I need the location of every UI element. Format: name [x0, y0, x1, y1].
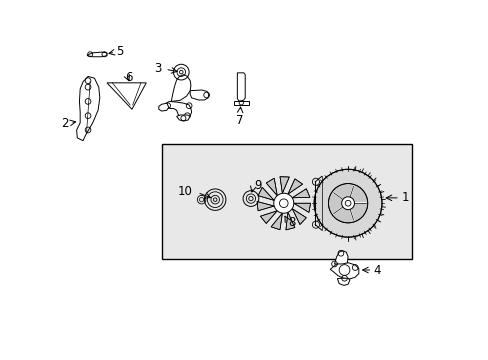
Circle shape — [341, 197, 354, 210]
Polygon shape — [176, 115, 190, 121]
Polygon shape — [233, 101, 248, 105]
Text: 4: 4 — [373, 264, 381, 276]
Text: 5: 5 — [116, 45, 124, 58]
Text: 9: 9 — [254, 179, 262, 192]
Circle shape — [313, 169, 381, 237]
Polygon shape — [77, 76, 100, 141]
Polygon shape — [285, 212, 294, 230]
Polygon shape — [159, 103, 168, 111]
Polygon shape — [166, 102, 191, 117]
Polygon shape — [190, 90, 208, 100]
Polygon shape — [337, 278, 349, 285]
Polygon shape — [280, 177, 289, 193]
Text: 8: 8 — [287, 216, 295, 229]
Polygon shape — [260, 211, 277, 224]
Polygon shape — [270, 213, 282, 230]
Polygon shape — [293, 203, 310, 212]
Polygon shape — [265, 178, 277, 196]
Text: 1: 1 — [401, 192, 408, 204]
Text: 3: 3 — [154, 62, 162, 75]
Polygon shape — [292, 209, 305, 225]
Circle shape — [328, 184, 367, 223]
Polygon shape — [287, 179, 302, 194]
Polygon shape — [329, 262, 358, 279]
Polygon shape — [257, 202, 274, 211]
Circle shape — [273, 193, 293, 213]
Polygon shape — [87, 52, 107, 57]
Polygon shape — [334, 251, 347, 264]
Text: 10: 10 — [178, 185, 192, 198]
Polygon shape — [171, 75, 190, 102]
Bar — [162, 144, 411, 258]
Text: 2: 2 — [61, 117, 69, 130]
Polygon shape — [107, 83, 146, 109]
Text: 6: 6 — [124, 71, 132, 84]
Polygon shape — [292, 189, 309, 198]
Polygon shape — [258, 187, 274, 201]
Text: 7: 7 — [236, 114, 244, 127]
Polygon shape — [237, 73, 244, 102]
